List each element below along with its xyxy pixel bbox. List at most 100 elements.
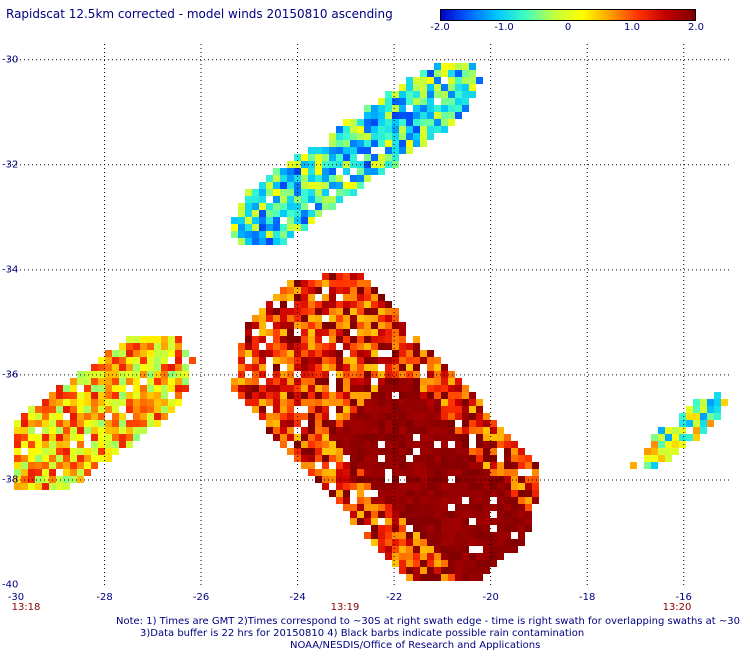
wind-cell: [504, 532, 511, 539]
wind-cell: [98, 364, 105, 371]
wind-cell: [308, 168, 315, 175]
wind-cell: [434, 70, 441, 77]
wind-cell: [427, 553, 434, 560]
wind-cell: [301, 308, 308, 315]
wind-cell: [70, 434, 77, 441]
wind-cell: [56, 434, 63, 441]
wind-cell: [378, 497, 385, 504]
wind-cell: [371, 532, 378, 539]
wind-cell: [259, 182, 266, 189]
wind-cell: [350, 273, 357, 280]
wind-cell: [70, 392, 77, 399]
wind-cell: [266, 308, 273, 315]
wind-cell: [371, 112, 378, 119]
wind-cell: [665, 448, 672, 455]
wind-cell: [483, 413, 490, 420]
wind-cell: [413, 364, 420, 371]
wind-cell: [322, 371, 329, 378]
wind-cell: [462, 483, 469, 490]
wind-cell: [301, 455, 308, 462]
wind-cell: [532, 469, 539, 476]
wind-cell: [504, 476, 511, 483]
wind-cell: [679, 434, 686, 441]
wind-cell: [378, 371, 385, 378]
wind-cell: [294, 322, 301, 329]
wind-cell: [357, 378, 364, 385]
wind-cell: [406, 84, 413, 91]
wind-cell: [245, 231, 252, 238]
wind-cell: [371, 371, 378, 378]
wind-cell: [266, 231, 273, 238]
wind-cell: [112, 350, 119, 357]
wind-cell: [343, 140, 350, 147]
wind-cell: [294, 315, 301, 322]
wind-cell: [378, 476, 385, 483]
wind-cell: [343, 273, 350, 280]
wind-cell: [245, 238, 252, 245]
wind-cell: [301, 385, 308, 392]
wind-cell: [238, 210, 245, 217]
wind-cell: [399, 147, 406, 154]
wind-cell: [371, 364, 378, 371]
wind-cell: [364, 168, 371, 175]
wind-cell: [245, 329, 252, 336]
wind-cell: [238, 238, 245, 245]
wind-cell: [287, 315, 294, 322]
wind-cell: [21, 441, 28, 448]
wind-cell: [343, 168, 350, 175]
wind-cell: [392, 546, 399, 553]
wind-cell: [147, 343, 154, 350]
wind-cell: [147, 420, 154, 427]
wind-cell: [462, 532, 469, 539]
wind-cell: [427, 483, 434, 490]
wind-cell: [238, 350, 245, 357]
wind-cell: [322, 448, 329, 455]
wind-cell: [308, 182, 315, 189]
lon-tick-label: -24: [289, 592, 306, 603]
wind-cell: [168, 336, 175, 343]
wind-cell: [455, 399, 462, 406]
wind-cell: [427, 385, 434, 392]
wind-cell: [441, 427, 448, 434]
wind-cell: [672, 448, 679, 455]
wind-cell: [455, 84, 462, 91]
wind-cell: [28, 406, 35, 413]
wind-cell: [378, 385, 385, 392]
wind-cell: [343, 189, 350, 196]
colorbar: [440, 9, 696, 21]
wind-cell: [84, 448, 91, 455]
wind-cell: [294, 294, 301, 301]
wind-cell: [469, 455, 476, 462]
wind-cell: [434, 399, 441, 406]
wind-cell: [273, 168, 280, 175]
wind-cell: [98, 406, 105, 413]
wind-cell: [252, 364, 259, 371]
wind-cell: [329, 196, 336, 203]
wind-cell: [490, 518, 497, 525]
wind-cell: [420, 112, 427, 119]
wind-cell: [441, 525, 448, 532]
wind-cell: [392, 455, 399, 462]
wind-cell: [329, 469, 336, 476]
wind-cell: [336, 140, 343, 147]
wind-cell: [301, 378, 308, 385]
wind-cell: [266, 315, 273, 322]
wind-cell: [406, 490, 413, 497]
wind-cell: [441, 392, 448, 399]
wind-cell: [350, 126, 357, 133]
wind-cell: [364, 301, 371, 308]
wind-cell: [441, 490, 448, 497]
wind-cell: [378, 378, 385, 385]
wind-cell: [350, 420, 357, 427]
wind-cell: [462, 406, 469, 413]
wind-cell: [280, 315, 287, 322]
wind-cell: [84, 420, 91, 427]
wind-cell: [441, 105, 448, 112]
wind-cell: [336, 189, 343, 196]
wind-cell: [392, 364, 399, 371]
wind-cell: [56, 420, 63, 427]
wind-cell: [392, 399, 399, 406]
wind-cell: [49, 483, 56, 490]
wind-cell: [336, 483, 343, 490]
wind-cell: [455, 560, 462, 567]
